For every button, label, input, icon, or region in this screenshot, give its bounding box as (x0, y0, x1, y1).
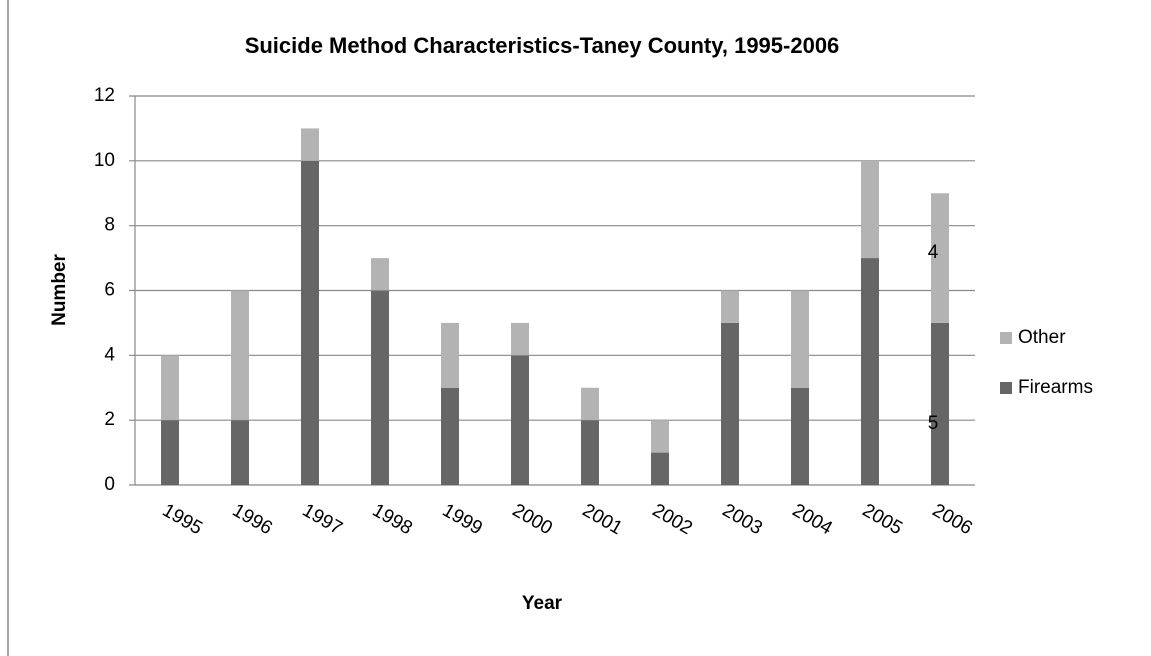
y-axis-label: Number (49, 254, 70, 326)
bar-segment (651, 452, 669, 485)
bar-segment (161, 355, 179, 421)
legend-swatch (1000, 382, 1012, 394)
bar-segment (791, 387, 809, 485)
bar-segment (861, 258, 879, 485)
bar-segment (791, 290, 809, 388)
y-tick-label: 8 (104, 215, 115, 236)
bar-segment (721, 322, 739, 485)
bar-segment (441, 322, 459, 388)
bar-segment (301, 160, 319, 486)
bar-segment (371, 258, 389, 291)
x-axis-label: Year (522, 593, 563, 614)
bar-segment (581, 387, 599, 421)
chart-title: Suicide Method Characteristics-Taney Cou… (245, 33, 840, 58)
legend-label: Other (1018, 327, 1066, 348)
bar-segment (931, 322, 949, 485)
y-tick-label: 2 (104, 409, 115, 430)
bar-segment (651, 420, 669, 453)
bar-segment (721, 290, 739, 323)
bar-segment (441, 387, 459, 485)
bar-segment (231, 420, 249, 485)
y-tick-label: 6 (104, 280, 115, 301)
bar-segment (301, 128, 319, 161)
data-label: 4 (928, 242, 939, 263)
y-tick-label: 12 (94, 85, 115, 106)
bar-segment (861, 160, 879, 259)
chart-frame (7, 0, 1151, 656)
y-tick-label: 4 (104, 344, 115, 365)
legend-label: Firearms (1018, 377, 1093, 398)
y-tick-label: 0 (104, 474, 115, 495)
bar-segment (371, 290, 389, 485)
bar-segment (161, 420, 179, 485)
legend-swatch (1000, 332, 1012, 344)
bar-segment (231, 290, 249, 421)
data-label: 5 (928, 413, 939, 434)
bar-segment (581, 420, 599, 485)
bar-segment (931, 193, 949, 323)
bar-segment (511, 355, 529, 485)
bar-segment (511, 322, 529, 356)
y-tick-label: 10 (94, 150, 115, 171)
